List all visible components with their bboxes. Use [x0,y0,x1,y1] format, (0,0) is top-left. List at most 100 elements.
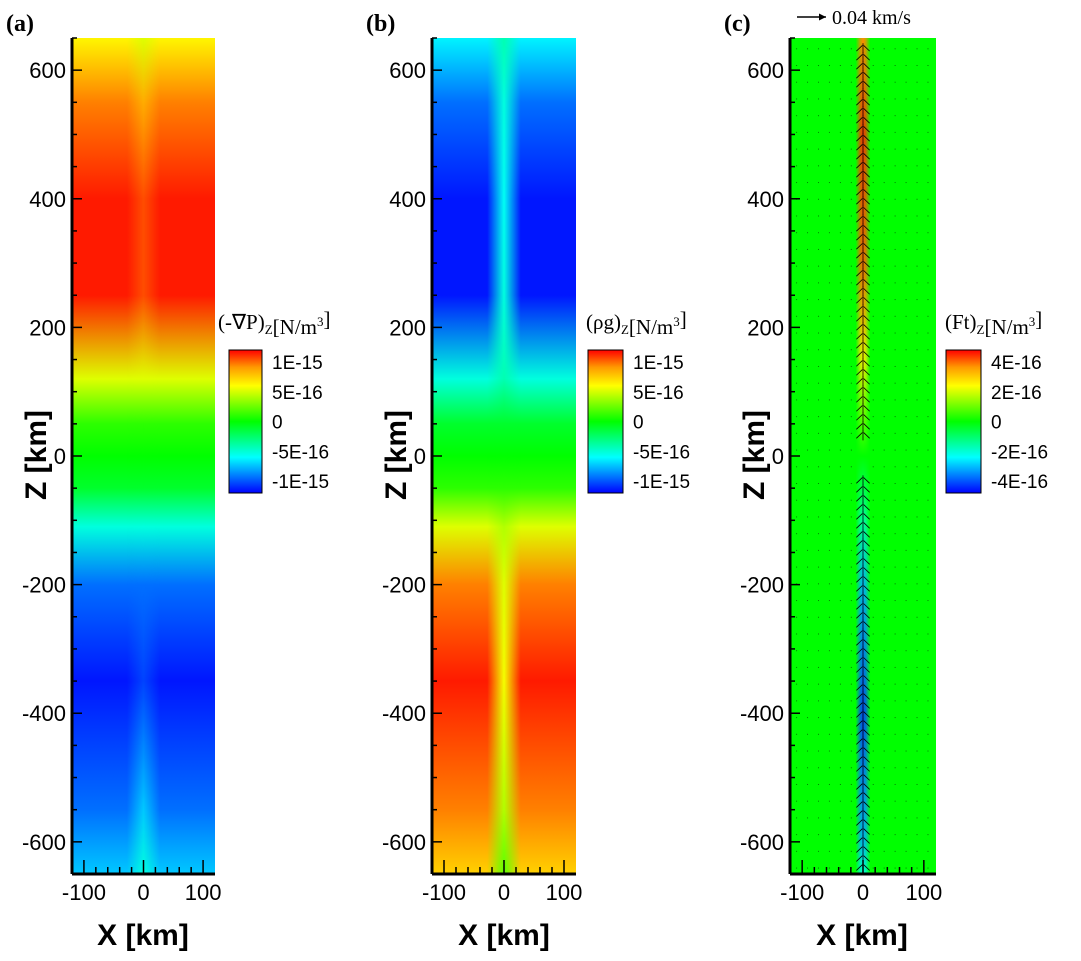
colorbar-gradient [587,349,624,494]
vector-dot [927,349,929,351]
vector-dot [817,633,819,635]
vector-dot [916,583,918,585]
x-tick-label: 0 [137,880,149,905]
vector-dot [796,416,798,418]
y-tick-label: -400 [382,701,426,726]
vector-dot [828,783,830,785]
vector-dot [828,349,830,351]
vector-dot [883,198,885,200]
vector-dot [883,616,885,618]
velocity-vector [856,99,863,106]
vector-dot [850,817,852,819]
vector-dot [817,81,819,83]
vector-dot [839,817,841,819]
vector-dot [828,516,830,518]
vector-dot [828,265,830,267]
vector-dot [916,332,918,334]
vector-dot [817,232,819,234]
velocity-vector [863,243,870,250]
velocity-vector [856,144,863,151]
vector-dot [927,767,929,769]
x-tick-label: 100 [185,880,222,905]
vector-dot [828,583,830,585]
vector-dot [807,834,809,836]
vector-dot [839,198,841,200]
vector-dot [894,165,896,167]
vector-dot [807,416,809,418]
vector-dot [894,600,896,602]
vector-dot [839,750,841,752]
colorbar-tick-label: 2E-16 [991,383,1042,404]
vector-dot [850,299,852,301]
colorbar-title-part: [N/m [273,315,317,339]
x-tick-label: 100 [905,880,942,905]
vector-dot [883,683,885,685]
vector-dot [883,232,885,234]
vector-dot [916,850,918,852]
x-tick-label: -100 [780,880,824,905]
velocity-vector [856,846,863,853]
vector-dot [894,733,896,735]
vector-dot [894,850,896,852]
plot-area [70,38,215,876]
velocity-vector [863,864,870,871]
vector-dot [894,81,896,83]
vector-dot [817,416,819,418]
vector-dot [817,131,819,133]
velocity-vector [863,144,870,151]
vector-dot [883,466,885,468]
vector-dot [927,315,929,317]
vector-dot [883,81,885,83]
vector-dot [807,717,809,719]
vector-dot [817,148,819,150]
vector-dot [872,148,874,150]
velocity-vector [863,531,870,538]
vector-dot [883,315,885,317]
velocity-vector [863,801,870,808]
vector-dot [839,600,841,602]
vector-dot [883,867,885,869]
velocity-vector [863,684,870,691]
velocity-vector [856,585,863,592]
colorbar-title-part: (ρg) [586,310,621,334]
vector-dot [927,148,929,150]
vector-dot [796,365,798,367]
vector-dot [828,850,830,852]
vector-dot [839,349,841,351]
vector-dot [894,265,896,267]
vector-dot [872,516,874,518]
vector-dot [927,432,929,434]
vector-dot [905,332,907,334]
vector-dot [883,516,885,518]
vector-dot [872,850,874,852]
vector-dot [927,650,929,652]
velocity-vector [856,351,863,358]
vector-dot [839,683,841,685]
vector-dot [839,299,841,301]
vector-dot [872,131,874,133]
velocity-vector [863,729,870,736]
velocity-vector [863,315,870,322]
vector-dot [817,265,819,267]
velocity-vector [863,567,870,574]
vector-dot [883,583,885,585]
vector-dot [905,248,907,250]
velocity-vector [863,414,870,421]
vector-dot [817,850,819,852]
vector-dot [916,382,918,384]
vector-dot [817,449,819,451]
vector-dot [883,215,885,217]
velocity-vector [856,171,863,178]
vector-dot [807,633,809,635]
vector-dot [916,81,918,83]
vector-dot [905,349,907,351]
vector-dot [927,633,929,635]
vector-dot [817,98,819,100]
velocity-vector [863,108,870,115]
vector-dot [850,148,852,150]
vector-dot [828,616,830,618]
vector-dot [905,666,907,668]
vector-dot [850,98,852,100]
velocity-vector [856,477,863,484]
vector-dot [894,516,896,518]
